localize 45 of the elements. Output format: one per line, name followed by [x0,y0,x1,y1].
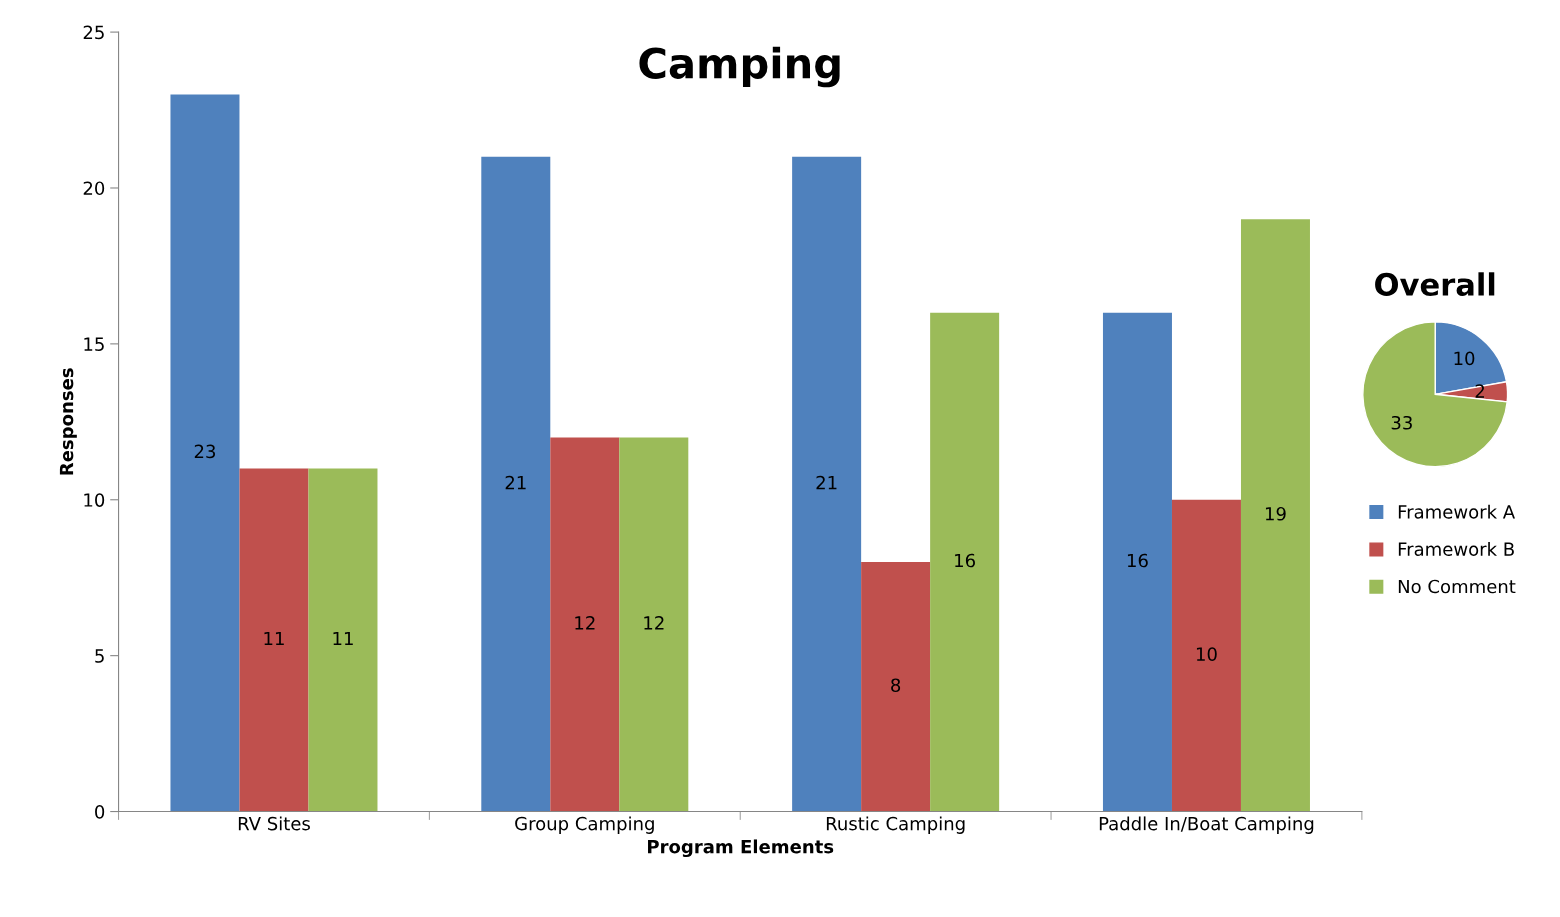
x-tick-label: Paddle In/Boat Camping [1099,816,1314,834]
y-tick-label: 0 [95,805,105,819]
y-axis-title: Responses [59,368,77,475]
data-label: 2 [1475,384,1484,398]
chart-title: Overall [1375,272,1495,296]
x-axis-title: Program Elements [648,839,834,858]
y-tick-label: 25 [83,25,104,40]
bar [792,156,862,812]
data-label: 11 [264,631,284,646]
chart-title: Camping [639,46,840,88]
y-tick-label: 5 [95,649,104,663]
data-label: 19 [1265,506,1286,521]
data-label: 8 [891,678,901,693]
x-tick-label: Group Camping [515,816,654,834]
x-tick-label: RV Sites [238,816,310,831]
data-label: 21 [816,475,837,490]
bar [1171,499,1241,812]
pie-slice [1362,321,1508,468]
x-tick-label: Rustic Camping [826,816,965,834]
data-label: 21 [505,475,526,490]
bar [239,468,309,812]
bar [170,94,240,812]
y-tick-label: 20 [83,181,105,196]
legend-label: Framework B [1398,541,1514,556]
legend-label: No Comment [1398,579,1516,594]
bar [1102,312,1172,812]
bar [861,562,931,812]
data-label: 16 [955,553,975,568]
bar [930,312,1000,812]
data-label: 11 [333,631,353,646]
y-tick-label: 10 [84,493,105,507]
data-label: 10 [1454,351,1475,366]
data-label: 12 [644,616,664,630]
data-label: 10 [1196,647,1217,661]
bar [619,437,689,812]
legend-label: Framework A [1398,504,1515,519]
data-label: 12 [575,616,595,630]
data-label: 23 [194,444,216,459]
bar [481,156,551,812]
bar [550,437,620,812]
data-label: 33 [1391,415,1412,430]
data-label: 16 [1127,553,1148,568]
y-tick-label: 15 [84,337,104,351]
bar [1240,219,1310,812]
bar [308,468,378,812]
